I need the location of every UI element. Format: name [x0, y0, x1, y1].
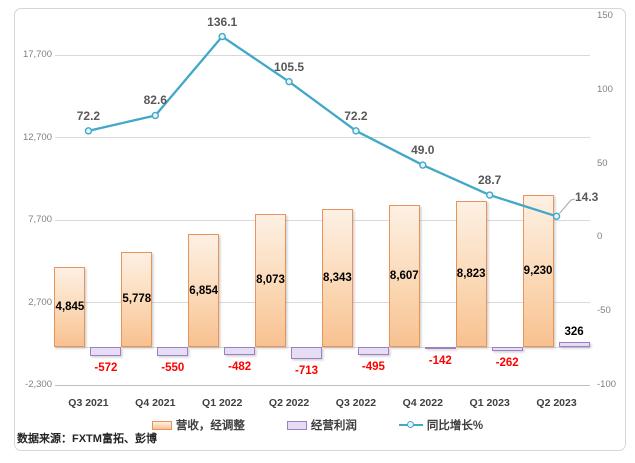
x-axis-tick-label: Q3 2021	[68, 397, 109, 409]
bar-revenue	[121, 251, 153, 348]
y-axis-right-tick-label: -100	[597, 379, 617, 390]
line-data-label: 72.2	[76, 108, 101, 123]
line-data-label: 105.5	[274, 59, 305, 74]
bar-label-profit: -495	[361, 361, 385, 374]
x-axis-tick-label: Q4 2021	[135, 397, 176, 409]
y-axis-right-tick-label: 0	[597, 231, 603, 243]
y-axis-left-tick-label: 17,700	[22, 49, 52, 60]
bar-label-profit: -713	[295, 364, 319, 377]
bar-revenue	[255, 213, 287, 348]
bar-profit	[224, 347, 256, 355]
x-axis-tick-label: Q2 2023	[536, 397, 577, 409]
bar-label-profit: 326	[564, 325, 584, 338]
legend-item-growth: 同比增长%	[398, 417, 484, 433]
line-data-label: 14.3	[575, 190, 599, 204]
bar-label-revenue: 8,073	[256, 274, 285, 287]
y-axis-right-tick-label: 50	[597, 157, 608, 169]
bar-label-revenue: 6,854	[189, 284, 219, 297]
bar-revenue	[321, 209, 353, 348]
bar-revenue	[54, 267, 86, 348]
chart-legend: 营收，经调整 经营利润 同比增长%	[0, 417, 635, 433]
y-axis-left-tick-label: 12,700	[22, 131, 52, 143]
legend-label-revenue: 营收，经调整	[175, 420, 245, 432]
x-axis-tick-label: Q4 2022	[402, 397, 443, 409]
growth-point-marker	[285, 77, 293, 86]
growth-point-marker	[151, 111, 160, 120]
growth-point-marker	[84, 127, 93, 135]
bar-label-profit: -550	[161, 362, 185, 375]
y-axis-left-tick-label: 7,700	[28, 214, 52, 225]
bar-label-profit: -572	[94, 362, 118, 375]
bar-profit	[357, 347, 389, 356]
bar-revenue	[455, 201, 487, 348]
x-axis-tick-label: Q1 2022	[202, 397, 243, 409]
bar-label-profit: -142	[428, 355, 452, 368]
bar-revenue	[188, 233, 220, 348]
legend-label-growth: 同比增长%	[426, 420, 484, 432]
line-data-label: 49.0	[411, 143, 435, 158]
growth-point-marker	[552, 212, 561, 220]
bar-label-profit: -262	[495, 357, 519, 370]
growth-line	[88, 35, 557, 218]
x-axis-tick-label: Q1 2023	[469, 397, 510, 409]
legend-item-profit: 经营利润	[286, 417, 357, 433]
x-axis-tick-label: Q3 2022	[335, 397, 377, 409]
gridline	[55, 384, 590, 386]
bar-revenue	[388, 205, 420, 348]
legend-item-revenue: 营收，经调整	[151, 417, 245, 433]
bar-label-revenue: 9,230	[523, 264, 553, 277]
y-axis-right-tick-label: 150	[597, 10, 613, 21]
bar-profit	[558, 341, 590, 348]
line-data-label: 82.6	[143, 93, 167, 108]
line-data-label: 72.2	[344, 108, 368, 123]
x-axis-tick-label: Q2 2022	[268, 397, 310, 409]
line-data-label: 28.7	[478, 173, 502, 188]
bar-label-revenue: 8,343	[323, 272, 352, 285]
growth-line-swatch-icon	[398, 421, 423, 428]
y-axis-left-tick-label: 2,700	[28, 296, 52, 308]
source-note: 数据来源：FXTM富拓、彭博	[17, 433, 157, 445]
gridline	[55, 137, 590, 138]
growth-marker-icon	[406, 421, 414, 428]
bar-revenue	[522, 194, 554, 348]
bar-profit	[424, 347, 456, 350]
callout-leader-line	[559, 198, 576, 214]
gridline	[55, 54, 590, 56]
bar-label-revenue: 8,607	[389, 270, 419, 283]
legend-label-profit: 经营利润	[310, 420, 357, 432]
y-axis-left-tick-label: -2,300	[25, 379, 52, 390]
growth-point-marker	[218, 32, 226, 41]
growth-point-marker	[485, 191, 494, 199]
growth-point-marker	[419, 161, 427, 169]
line-data-label: 136.1	[207, 14, 238, 29]
bar-label-revenue: 5,778	[122, 293, 152, 306]
bar-profit	[291, 347, 323, 359]
bar-profit	[157, 347, 189, 357]
bar-label-revenue: 8,823	[456, 268, 486, 281]
bar-profit	[491, 347, 523, 352]
bar-label-revenue: 4,845	[55, 301, 85, 314]
bar-label-profit: -482	[228, 361, 252, 373]
y-axis-right-tick-label: 100	[597, 83, 613, 95]
bar-profit	[90, 347, 122, 357]
y-axis-right-tick-label: -50	[597, 305, 611, 317]
category-axis-line	[55, 346, 590, 348]
revenue-swatch-icon	[151, 420, 172, 430]
growth-point-marker	[352, 127, 360, 135]
profit-swatch-icon	[286, 420, 307, 430]
